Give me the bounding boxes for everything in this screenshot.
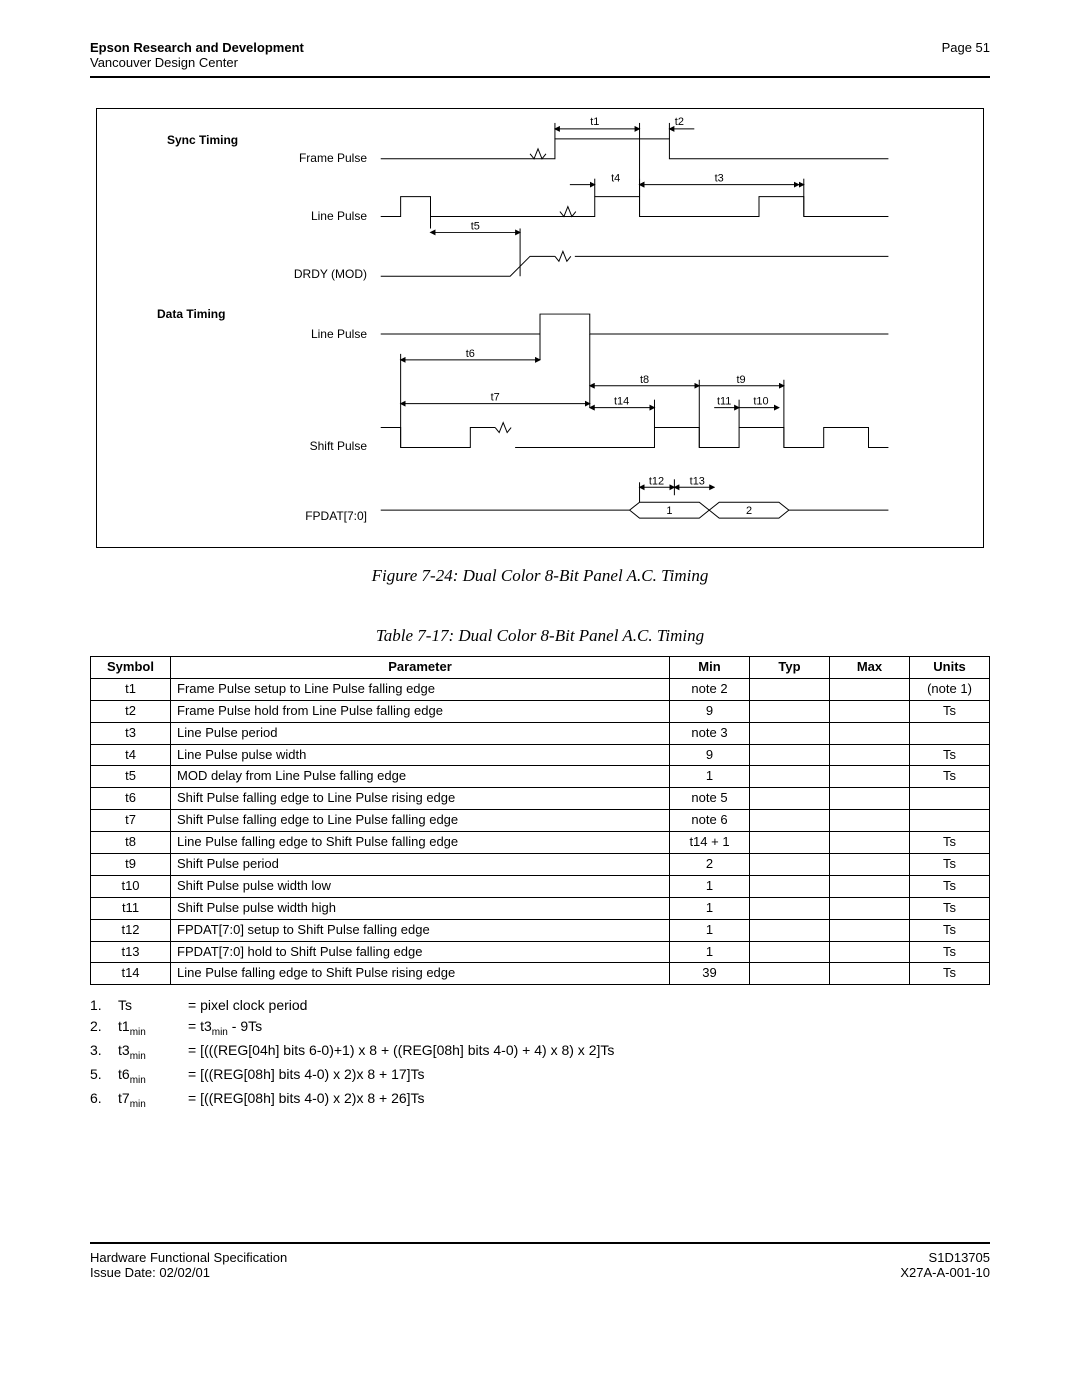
section-sync: Sync Timing — [167, 133, 238, 147]
th-units: Units — [910, 657, 990, 679]
svg-text:t9: t9 — [737, 374, 746, 386]
header-org: Epson Research and Development — [90, 40, 304, 55]
th-typ: Typ — [750, 657, 830, 679]
notes-list: 1.Ts= pixel clock period2.t1min= t3min -… — [90, 995, 990, 1111]
timing-diagram: Sync Timing Frame Pulse Line Pulse DRDY … — [96, 108, 984, 548]
table-row: t5MOD delay from Line Pulse falling edge… — [91, 766, 990, 788]
footer-left2: Issue Date: 02/02/01 — [90, 1265, 210, 1280]
table-row: t1Frame Pulse setup to Line Pulse fallin… — [91, 678, 990, 700]
label-shift-pulse: Shift Pulse — [310, 439, 367, 453]
table-row: t4Line Pulse pulse width9Ts — [91, 744, 990, 766]
svg-text:t13: t13 — [690, 475, 705, 487]
note-row: 5.t6min= [((REG[08h] bits 4-0) x 2)x 8 +… — [90, 1064, 990, 1088]
th-max: Max — [830, 657, 910, 679]
svg-text:t7: t7 — [491, 392, 500, 404]
svg-text:t14: t14 — [614, 396, 629, 408]
note-row: 6.t7min= [((REG[08h] bits 4-0) x 2)x 8 +… — [90, 1088, 990, 1112]
section-data: Data Timing — [157, 307, 225, 321]
table-row: t6Shift Pulse falling edge to Line Pulse… — [91, 788, 990, 810]
svg-text:t6: t6 — [466, 348, 475, 360]
svg-text:t1: t1 — [590, 116, 599, 128]
table-row: t3Line Pulse periodnote 3 — [91, 722, 990, 744]
svg-text:1: 1 — [666, 505, 672, 517]
table-row: t13FPDAT[7:0] hold to Shift Pulse fallin… — [91, 941, 990, 963]
footer-left1: Hardware Functional Specification — [90, 1250, 287, 1265]
timing-svg: t1 t2 t4 t3 t5 — [97, 109, 983, 547]
label-fpdat: FPDAT[7:0] — [305, 509, 367, 523]
footer-right1: S1D13705 — [929, 1250, 990, 1265]
footer-right2: X27A-A-001-10 — [900, 1265, 990, 1280]
svg-text:t12: t12 — [649, 475, 664, 487]
table-row: t12FPDAT[7:0] setup to Shift Pulse falli… — [91, 919, 990, 941]
th-parameter: Parameter — [171, 657, 670, 679]
page-footer: Hardware Functional Specification Issue … — [90, 1250, 990, 1280]
label-line-pulse: Line Pulse — [311, 209, 367, 223]
header-rule — [90, 76, 990, 78]
table-row: t9Shift Pulse period2Ts — [91, 854, 990, 876]
th-symbol: Symbol — [91, 657, 171, 679]
label-frame-pulse: Frame Pulse — [299, 151, 367, 165]
th-min: Min — [670, 657, 750, 679]
header-sub: Vancouver Design Center — [90, 55, 238, 70]
svg-text:t11: t11 — [717, 396, 731, 408]
table-row: t10Shift Pulse pulse width low1Ts — [91, 875, 990, 897]
page-header: Epson Research and Development Vancouver… — [90, 40, 990, 70]
label-drdy: DRDY (MOD) — [294, 267, 367, 281]
label-line-pulse2: Line Pulse — [311, 327, 367, 341]
svg-text:2: 2 — [746, 505, 752, 517]
table-row: t14Line Pulse falling edge to Shift Puls… — [91, 963, 990, 985]
table-row: t2Frame Pulse hold from Line Pulse falli… — [91, 700, 990, 722]
table-row: t11Shift Pulse pulse width high1Ts — [91, 897, 990, 919]
footer-rule — [90, 1242, 990, 1244]
svg-text:t2: t2 — [675, 116, 684, 128]
svg-text:t8: t8 — [640, 374, 649, 386]
table-row: t7Shift Pulse falling edge to Line Pulse… — [91, 810, 990, 832]
figure-caption: Figure 7-24: Dual Color 8-Bit Panel A.C.… — [90, 566, 990, 586]
note-row: 3.t3min= [(((REG[04h] bits 6-0)+1) x 8 +… — [90, 1040, 990, 1064]
svg-text:t4: t4 — [611, 173, 620, 185]
timing-table: Symbol Parameter Min Typ Max Units t1Fra… — [90, 656, 990, 985]
table-caption: Table 7-17: Dual Color 8-Bit Panel A.C. … — [90, 626, 990, 646]
note-row: 1.Ts= pixel clock period — [90, 995, 990, 1016]
svg-text:t3: t3 — [715, 173, 724, 185]
note-row: 2.t1min= t3min - 9Ts — [90, 1016, 990, 1040]
table-row: t8Line Pulse falling edge to Shift Pulse… — [91, 832, 990, 854]
svg-text:t10: t10 — [753, 396, 768, 408]
svg-text:t5: t5 — [471, 220, 480, 232]
header-page: Page 51 — [942, 40, 990, 70]
